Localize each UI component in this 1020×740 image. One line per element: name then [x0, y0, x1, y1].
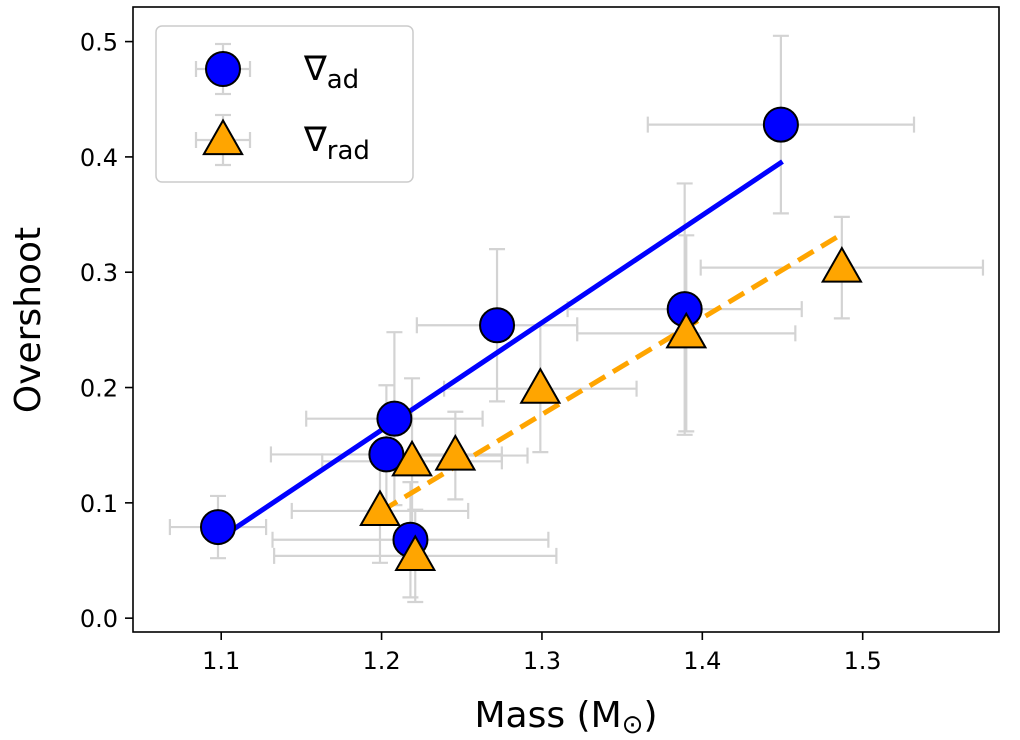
legend-box [155, 25, 414, 183]
point-ad-5 [479, 307, 516, 344]
point-ad-1 [199, 509, 236, 546]
legend-entry-ad: ∇ad [194, 42, 359, 96]
y-axis-title: Overshoot [8, 227, 49, 413]
point-rad-5 [519, 367, 562, 404]
legend-entry-rad: ∇rad [194, 113, 370, 167]
fit-line-ad [219, 159, 784, 540]
fit-lines [219, 159, 844, 540]
point-rad-6 [665, 311, 708, 349]
y-tick-label-0.2: 0.2 [80, 375, 118, 403]
point-rad-3 [394, 534, 437, 571]
x-tick-label-1.5: 1.5 [844, 647, 882, 675]
point-ad-2 [368, 436, 405, 473]
legend: ∇ad ∇rad [155, 25, 414, 183]
x-axis-title: Mass (M⊙) [474, 695, 657, 740]
x-tick-label-1.4: 1.4 [683, 647, 721, 675]
data-points [199, 106, 863, 571]
legend-marker-rad [202, 118, 244, 156]
point-ad-7 [762, 106, 799, 143]
plot-frame [132, 6, 1000, 633]
x-axis-ticks: 1.1 1.2 1.3 1.4 1.5 [202, 632, 882, 675]
y-tick-label-0.5: 0.5 [80, 29, 118, 57]
legend-label-rad: ∇rad [303, 120, 370, 166]
sun-symbol: ⊙ [622, 710, 644, 740]
y-axis-ticks: 0.0 0.1 0.2 0.3 0.4 0.5 [80, 29, 133, 633]
legend-marker-ad [205, 51, 241, 87]
y-tick-label-0.0: 0.0 [80, 605, 118, 633]
y-tick-label-0.4: 0.4 [80, 144, 118, 172]
point-rad-7 [820, 246, 863, 283]
x-tick-label-1.2: 1.2 [362, 647, 400, 675]
legend-label-ad: ∇ad [303, 49, 359, 95]
point-rad-1 [359, 489, 401, 526]
point-rad-2 [391, 439, 433, 477]
y-tick-label-0.1: 0.1 [80, 490, 118, 518]
x-tick-label-1.3: 1.3 [523, 647, 561, 675]
x-tick-label-1.1: 1.1 [202, 647, 240, 675]
y-tick-label-0.3: 0.3 [80, 259, 118, 287]
point-rad-4 [434, 434, 477, 471]
point-ad-3 [376, 400, 413, 437]
